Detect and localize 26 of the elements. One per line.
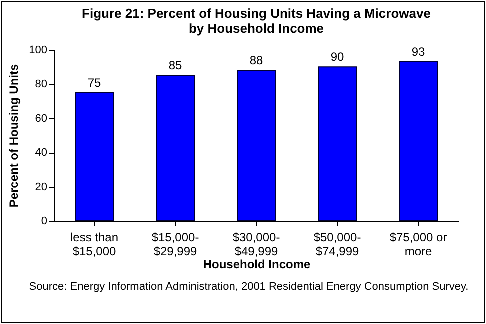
x-tick-label: $30,000-$49,999	[232, 230, 280, 258]
bar	[156, 75, 195, 222]
source-note: Source: Energy Information Administration, 2001 Residential Energy Consumption Survey.	[29, 281, 469, 293]
y-tick-label: 60	[35, 112, 48, 125]
data-label: 88	[250, 54, 264, 68]
y-tick-label: 40	[35, 147, 48, 160]
bar	[318, 66, 357, 222]
text: by Household Income	[188, 21, 324, 36]
data-label: 75	[88, 76, 102, 90]
x-tick-label: less than $15,000	[70, 230, 119, 258]
bar	[75, 92, 114, 222]
data-label: 90	[330, 50, 344, 64]
x-tick-label: $75,000 or more	[390, 230, 448, 258]
x-axis-title: Household Income	[203, 258, 311, 272]
y-axis-title: Percent of Housing Units	[7, 64, 22, 208]
data-label: 93	[412, 44, 426, 59]
bar	[237, 70, 276, 222]
y-tick-label: 80	[35, 78, 48, 91]
y-tick-label: 100	[29, 44, 48, 56]
y-tick-label: 20	[35, 181, 48, 194]
x-tick-label: $50,000-$74,999	[314, 230, 362, 258]
x-tick-label: $15,000-$29,999	[152, 230, 200, 258]
y-tick-label: 0	[41, 216, 48, 228]
bar	[399, 61, 438, 222]
data-label: 85	[168, 58, 182, 73]
text: Figure 21: Percent of Housing Units Having a Microwave	[82, 6, 431, 21]
